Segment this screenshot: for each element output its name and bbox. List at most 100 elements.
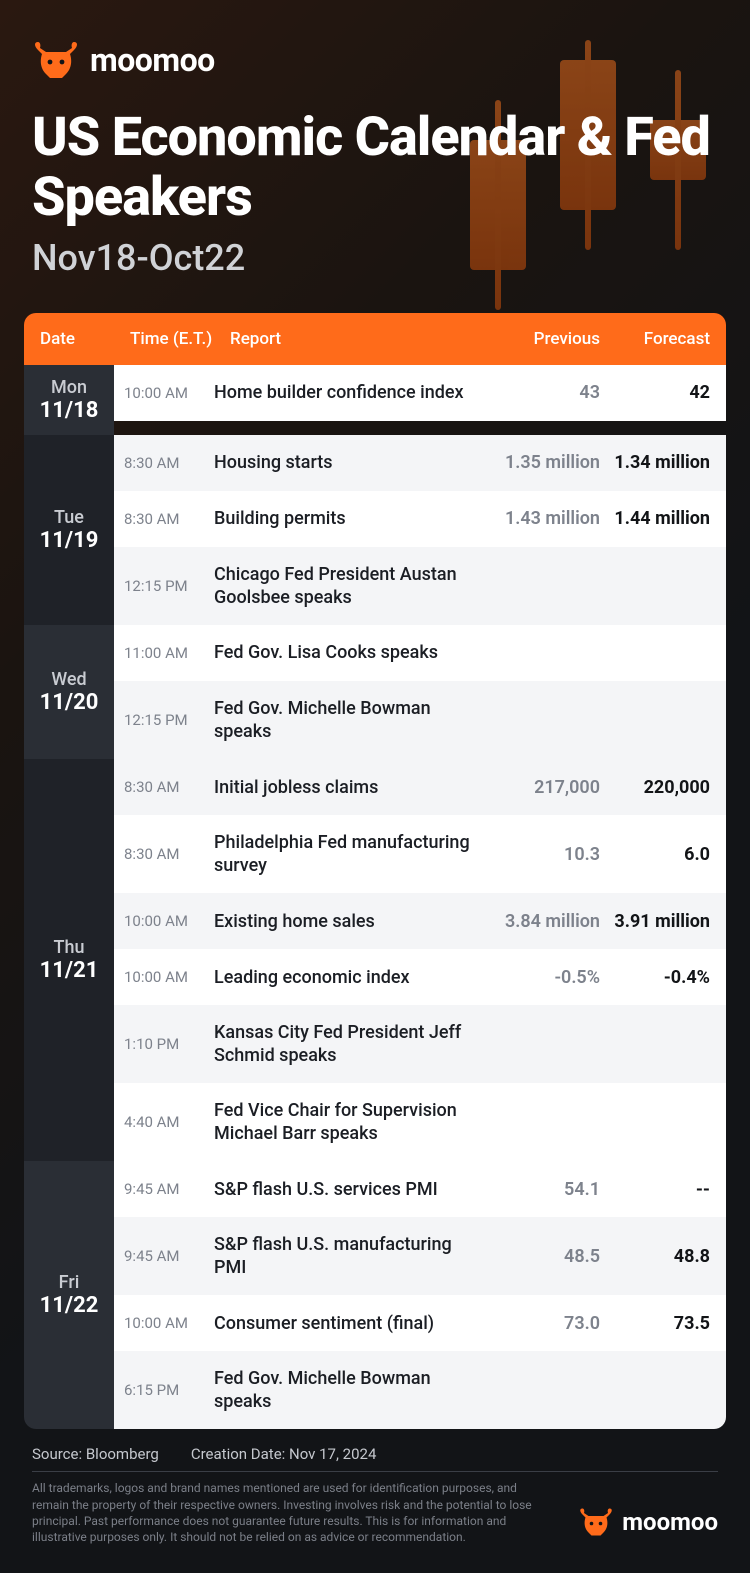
day-block: Wed11/2011:00 AMFed Gov. Lisa Cooks spea… xyxy=(24,625,726,759)
col-forecast: Forecast xyxy=(600,329,710,349)
cell-previous: 1.35 million xyxy=(490,452,600,473)
footer-creation: Creation Date: Nov 17, 2024 xyxy=(191,1445,377,1463)
cell-time: 4:40 AM xyxy=(114,1113,214,1131)
day-rows: 10:00 AMHome builder confidence index434… xyxy=(114,365,726,435)
table-row: 10:00 AMHome builder confidence index434… xyxy=(114,365,726,421)
day-of-week: Tue xyxy=(54,507,84,528)
cell-report: Initial jobless claims xyxy=(214,776,490,799)
cell-report: Fed Vice Chair for Supervision Michael B… xyxy=(214,1099,490,1145)
footer-meta: Source: Bloomberg Creation Date: Nov 17,… xyxy=(32,1445,718,1472)
cell-previous: 217,000 xyxy=(490,777,600,798)
col-time: Time (E.T.) xyxy=(130,329,230,349)
table-row: 12:15 PMFed Gov. Michelle Bowman speaks xyxy=(114,681,726,759)
brand-name: moomoo xyxy=(90,41,215,79)
day-of-week: Wed xyxy=(51,669,86,690)
cell-report: Home builder confidence index xyxy=(214,381,490,404)
table-row: 10:00 AMConsumer sentiment (final)73.073… xyxy=(114,1295,726,1351)
cell-report: Fed Gov. Lisa Cooks speaks xyxy=(214,641,490,664)
cell-report: Fed Gov. Michelle Bowman speaks xyxy=(214,697,490,743)
page-title: US Economic Calendar & Fed Speakers xyxy=(32,108,718,229)
cell-forecast: -0.4% xyxy=(600,967,710,988)
cell-report: Kansas City Fed President Jeff Schmid sp… xyxy=(214,1021,490,1067)
date-cell: Fri11/22 xyxy=(24,1161,114,1429)
cell-time: 9:45 AM xyxy=(114,1180,214,1198)
cell-time: 10:00 AM xyxy=(114,384,214,402)
table-row: 8:30 AMInitial jobless claims217,000220,… xyxy=(114,759,726,815)
col-previous: Previous xyxy=(490,329,600,349)
cell-time: 10:00 AM xyxy=(114,912,214,930)
day-rows: 9:45 AMS&P flash U.S. services PMI54.1--… xyxy=(114,1161,726,1429)
date-cell: Thu11/21 xyxy=(24,759,114,1161)
day-block: Thu11/218:30 AMInitial jobless claims217… xyxy=(24,759,726,1161)
cell-forecast: 42 xyxy=(600,382,710,403)
date-cell: Wed11/20 xyxy=(24,625,114,759)
cell-previous: 1.43 million xyxy=(490,508,600,529)
cell-forecast: 3.91 million xyxy=(600,911,710,932)
day-rows: 8:30 AMInitial jobless claims217,000220,… xyxy=(114,759,726,1161)
calendar-table: Date Time (E.T.) Report Previous Forecas… xyxy=(24,313,726,1429)
cell-forecast: 73.5 xyxy=(600,1313,710,1334)
cell-previous: 73.0 xyxy=(490,1313,600,1334)
cell-time: 8:30 AM xyxy=(114,845,214,863)
cell-report: S&P flash U.S. manufacturing PMI xyxy=(214,1233,490,1279)
cell-previous: 10.3 xyxy=(490,844,600,865)
day-of-week: Thu xyxy=(54,937,85,958)
cell-report: Consumer sentiment (final) xyxy=(214,1312,490,1335)
cell-previous: -0.5% xyxy=(490,967,600,988)
day-block: Tue11/198:30 AMHousing starts1.35 millio… xyxy=(24,435,726,625)
table-row: 8:30 AMBuilding permits1.43 million1.44 … xyxy=(114,491,726,547)
cell-time: 11:00 AM xyxy=(114,644,214,662)
table-row: 4:40 AMFed Vice Chair for Supervision Mi… xyxy=(114,1083,726,1161)
table-row: 9:45 AMS&P flash U.S. services PMI54.1-- xyxy=(114,1161,726,1217)
table-row: 6:15 PMFed Gov. Michelle Bowman speaks xyxy=(114,1351,726,1429)
cell-report: Housing starts xyxy=(214,451,490,474)
cell-forecast: 1.34 million xyxy=(600,452,710,473)
table-row: 1:10 PMKansas City Fed President Jeff Sc… xyxy=(114,1005,726,1083)
day-block: Mon11/1810:00 AMHome builder confidence … xyxy=(24,365,726,435)
cell-forecast: -- xyxy=(600,1179,710,1200)
cell-report: Fed Gov. Michelle Bowman speaks xyxy=(214,1367,490,1413)
table-row: 10:00 AMExisting home sales3.84 million3… xyxy=(114,893,726,949)
col-date: Date xyxy=(40,329,130,349)
month-day: 11/18 xyxy=(40,398,99,423)
cell-time: 9:45 AM xyxy=(114,1247,214,1265)
day-block: Fri11/229:45 AMS&P flash U.S. services P… xyxy=(24,1161,726,1429)
cell-previous: 3.84 million xyxy=(490,911,600,932)
table-row: 8:30 AMPhiladelphia Fed manufacturing su… xyxy=(114,815,726,893)
day-of-week: Fri xyxy=(59,1272,80,1293)
footer-disclaimer: All trademarks, logos and brand names me… xyxy=(32,1480,552,1545)
footer-source: Source: Bloomberg xyxy=(32,1445,159,1463)
cell-time: 12:15 PM xyxy=(114,711,214,729)
date-cell: Mon11/18 xyxy=(24,365,114,435)
day-of-week: Mon xyxy=(51,377,87,398)
cell-report: Philadelphia Fed manufacturing survey xyxy=(214,831,490,877)
table-row: 11:00 AMFed Gov. Lisa Cooks speaks xyxy=(114,625,726,681)
cell-time: 10:00 AM xyxy=(114,968,214,986)
cell-previous: 43 xyxy=(490,382,600,403)
brand-logo: moomoo xyxy=(32,40,718,80)
cell-report: Chicago Fed President Austan Goolsbee sp… xyxy=(214,563,490,609)
bull-icon xyxy=(32,40,80,80)
month-day: 11/22 xyxy=(40,1293,99,1318)
table-header: Date Time (E.T.) Report Previous Forecas… xyxy=(24,313,726,365)
table-row: 8:30 AMHousing starts1.35 million1.34 mi… xyxy=(114,435,726,491)
cell-time: 6:15 PM xyxy=(114,1381,214,1399)
cell-report: Building permits xyxy=(214,507,490,530)
cell-forecast: 220,000 xyxy=(600,777,710,798)
cell-previous: 48.5 xyxy=(490,1246,600,1267)
day-rows: 11:00 AMFed Gov. Lisa Cooks speaks12:15 … xyxy=(114,625,726,759)
cell-time: 8:30 AM xyxy=(114,510,214,528)
col-report: Report xyxy=(230,329,490,349)
bull-icon xyxy=(578,1507,614,1537)
cell-report: S&P flash U.S. services PMI xyxy=(214,1178,490,1201)
cell-time: 8:30 AM xyxy=(114,454,214,472)
table-body: Mon11/1810:00 AMHome builder confidence … xyxy=(24,365,726,1429)
footer-brand-name: moomoo xyxy=(622,1508,718,1536)
cell-report: Leading economic index xyxy=(214,966,490,989)
footer-logo: moomoo xyxy=(578,1507,718,1537)
cell-time: 8:30 AM xyxy=(114,778,214,796)
cell-previous: 54.1 xyxy=(490,1179,600,1200)
month-day: 11/21 xyxy=(40,958,99,983)
table-row: 12:15 PMChicago Fed President Austan Goo… xyxy=(114,547,726,625)
cell-time: 10:00 AM xyxy=(114,1314,214,1332)
